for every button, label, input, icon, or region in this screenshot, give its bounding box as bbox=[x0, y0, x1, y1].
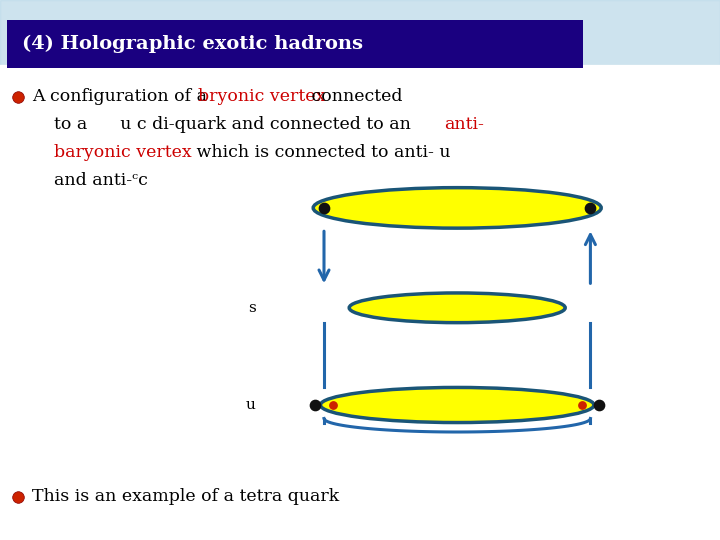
Text: baryonic vertex: baryonic vertex bbox=[54, 144, 192, 161]
Text: This is an example of a tetra quark: This is an example of a tetra quark bbox=[32, 488, 340, 505]
Text: s: s bbox=[248, 301, 256, 315]
Text: bryonic vertex: bryonic vertex bbox=[198, 87, 325, 105]
Point bbox=[12, 492, 24, 501]
Point bbox=[12, 93, 24, 102]
Ellipse shape bbox=[313, 187, 601, 228]
Point bbox=[310, 401, 321, 409]
Text: to a      u c di-quark and connected to an: to a u c di-quark and connected to an bbox=[54, 116, 416, 133]
Point bbox=[327, 401, 338, 409]
Text: (4) Holographic exotic hadrons: (4) Holographic exotic hadrons bbox=[22, 35, 363, 53]
Text: u: u bbox=[246, 398, 256, 412]
Text: connected: connected bbox=[306, 87, 402, 105]
FancyBboxPatch shape bbox=[7, 20, 583, 68]
Point bbox=[318, 204, 330, 212]
Point bbox=[593, 401, 605, 409]
Text: anti-: anti- bbox=[444, 116, 484, 133]
Text: which is connected to anti- u: which is connected to anti- u bbox=[191, 144, 450, 161]
Text: A configuration of a: A configuration of a bbox=[32, 87, 213, 105]
Point bbox=[585, 204, 596, 212]
Point bbox=[576, 401, 588, 409]
Ellipse shape bbox=[320, 388, 594, 422]
Text: and anti-ᶜc: and anti-ᶜc bbox=[54, 172, 148, 189]
Ellipse shape bbox=[349, 293, 565, 322]
